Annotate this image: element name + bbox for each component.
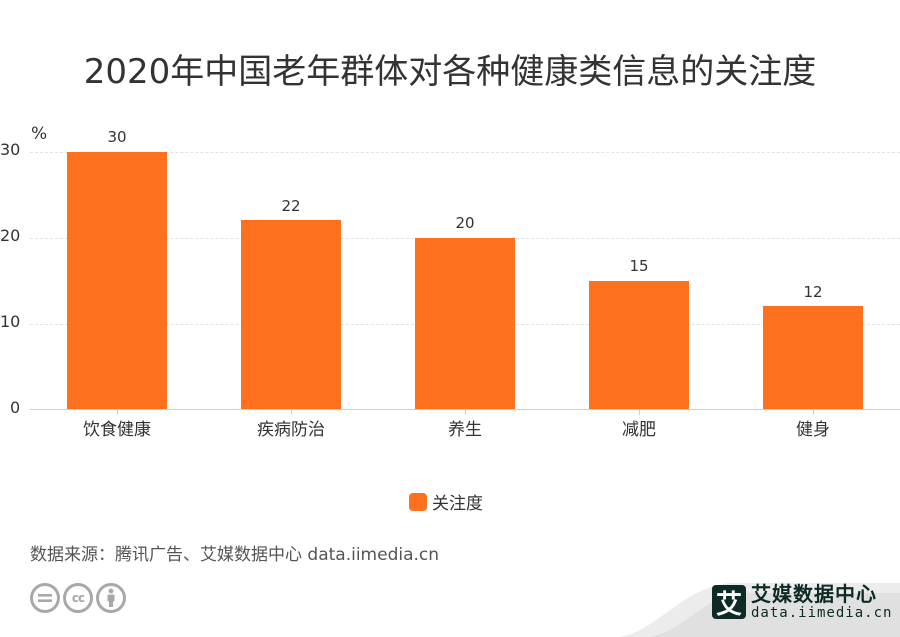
cc-icon: cc [63,583,93,613]
data-label: 30 [107,128,127,146]
x-tick [465,410,466,415]
x-tick [291,410,292,415]
data-label: 12 [803,283,823,301]
data-label: 20 [455,214,475,232]
chart-title: 2020年中国老年群体对各种健康类信息的关注度 [83,52,817,92]
x-label: 疾病防治 [257,420,325,440]
x-label: 健身 [796,420,830,440]
brand-url: data.iimedia.cn [751,605,893,621]
x-label: 饮食健康 [83,420,151,440]
x-axis-line [30,409,900,410]
brand-name: 艾媒数据中心 [751,582,877,606]
y-tick-20: 20 [0,226,21,245]
brand-logo: 艾 艾媒数据中心 data.iimedia.cn [712,584,892,620]
legend[interactable]: 关注度 [409,489,483,514]
x-label: 养生 [448,420,482,440]
y-tick-0: 0 [10,398,21,417]
x-tick [117,410,118,415]
gridline-30 [30,152,900,153]
x-label: 减肥 [622,420,656,440]
cc-by-icon [96,583,126,613]
legend-swatch [409,492,427,511]
x-tick [639,410,640,415]
bar-健身 [763,306,863,409]
license-icons: cc [30,583,126,613]
y-tick-10: 10 [0,312,21,331]
data-label: 22 [281,197,301,215]
y-tick-30: 30 [0,140,21,159]
source-note: 数据来源：腾讯广告、艾媒数据中心 data.iimedia.cn [30,545,440,565]
legend-label: 关注度 [432,494,483,514]
bar-养生 [415,238,515,409]
data-label: 15 [629,257,649,275]
x-tick [813,410,814,415]
y-axis-unit: % [31,124,48,144]
bar-饮食健康 [67,152,167,409]
bar-疾病防治 [241,220,341,409]
brand-logo-mark: 艾 [712,585,746,620]
cc-nd-icon [30,583,60,613]
bar-减肥 [589,281,689,409]
